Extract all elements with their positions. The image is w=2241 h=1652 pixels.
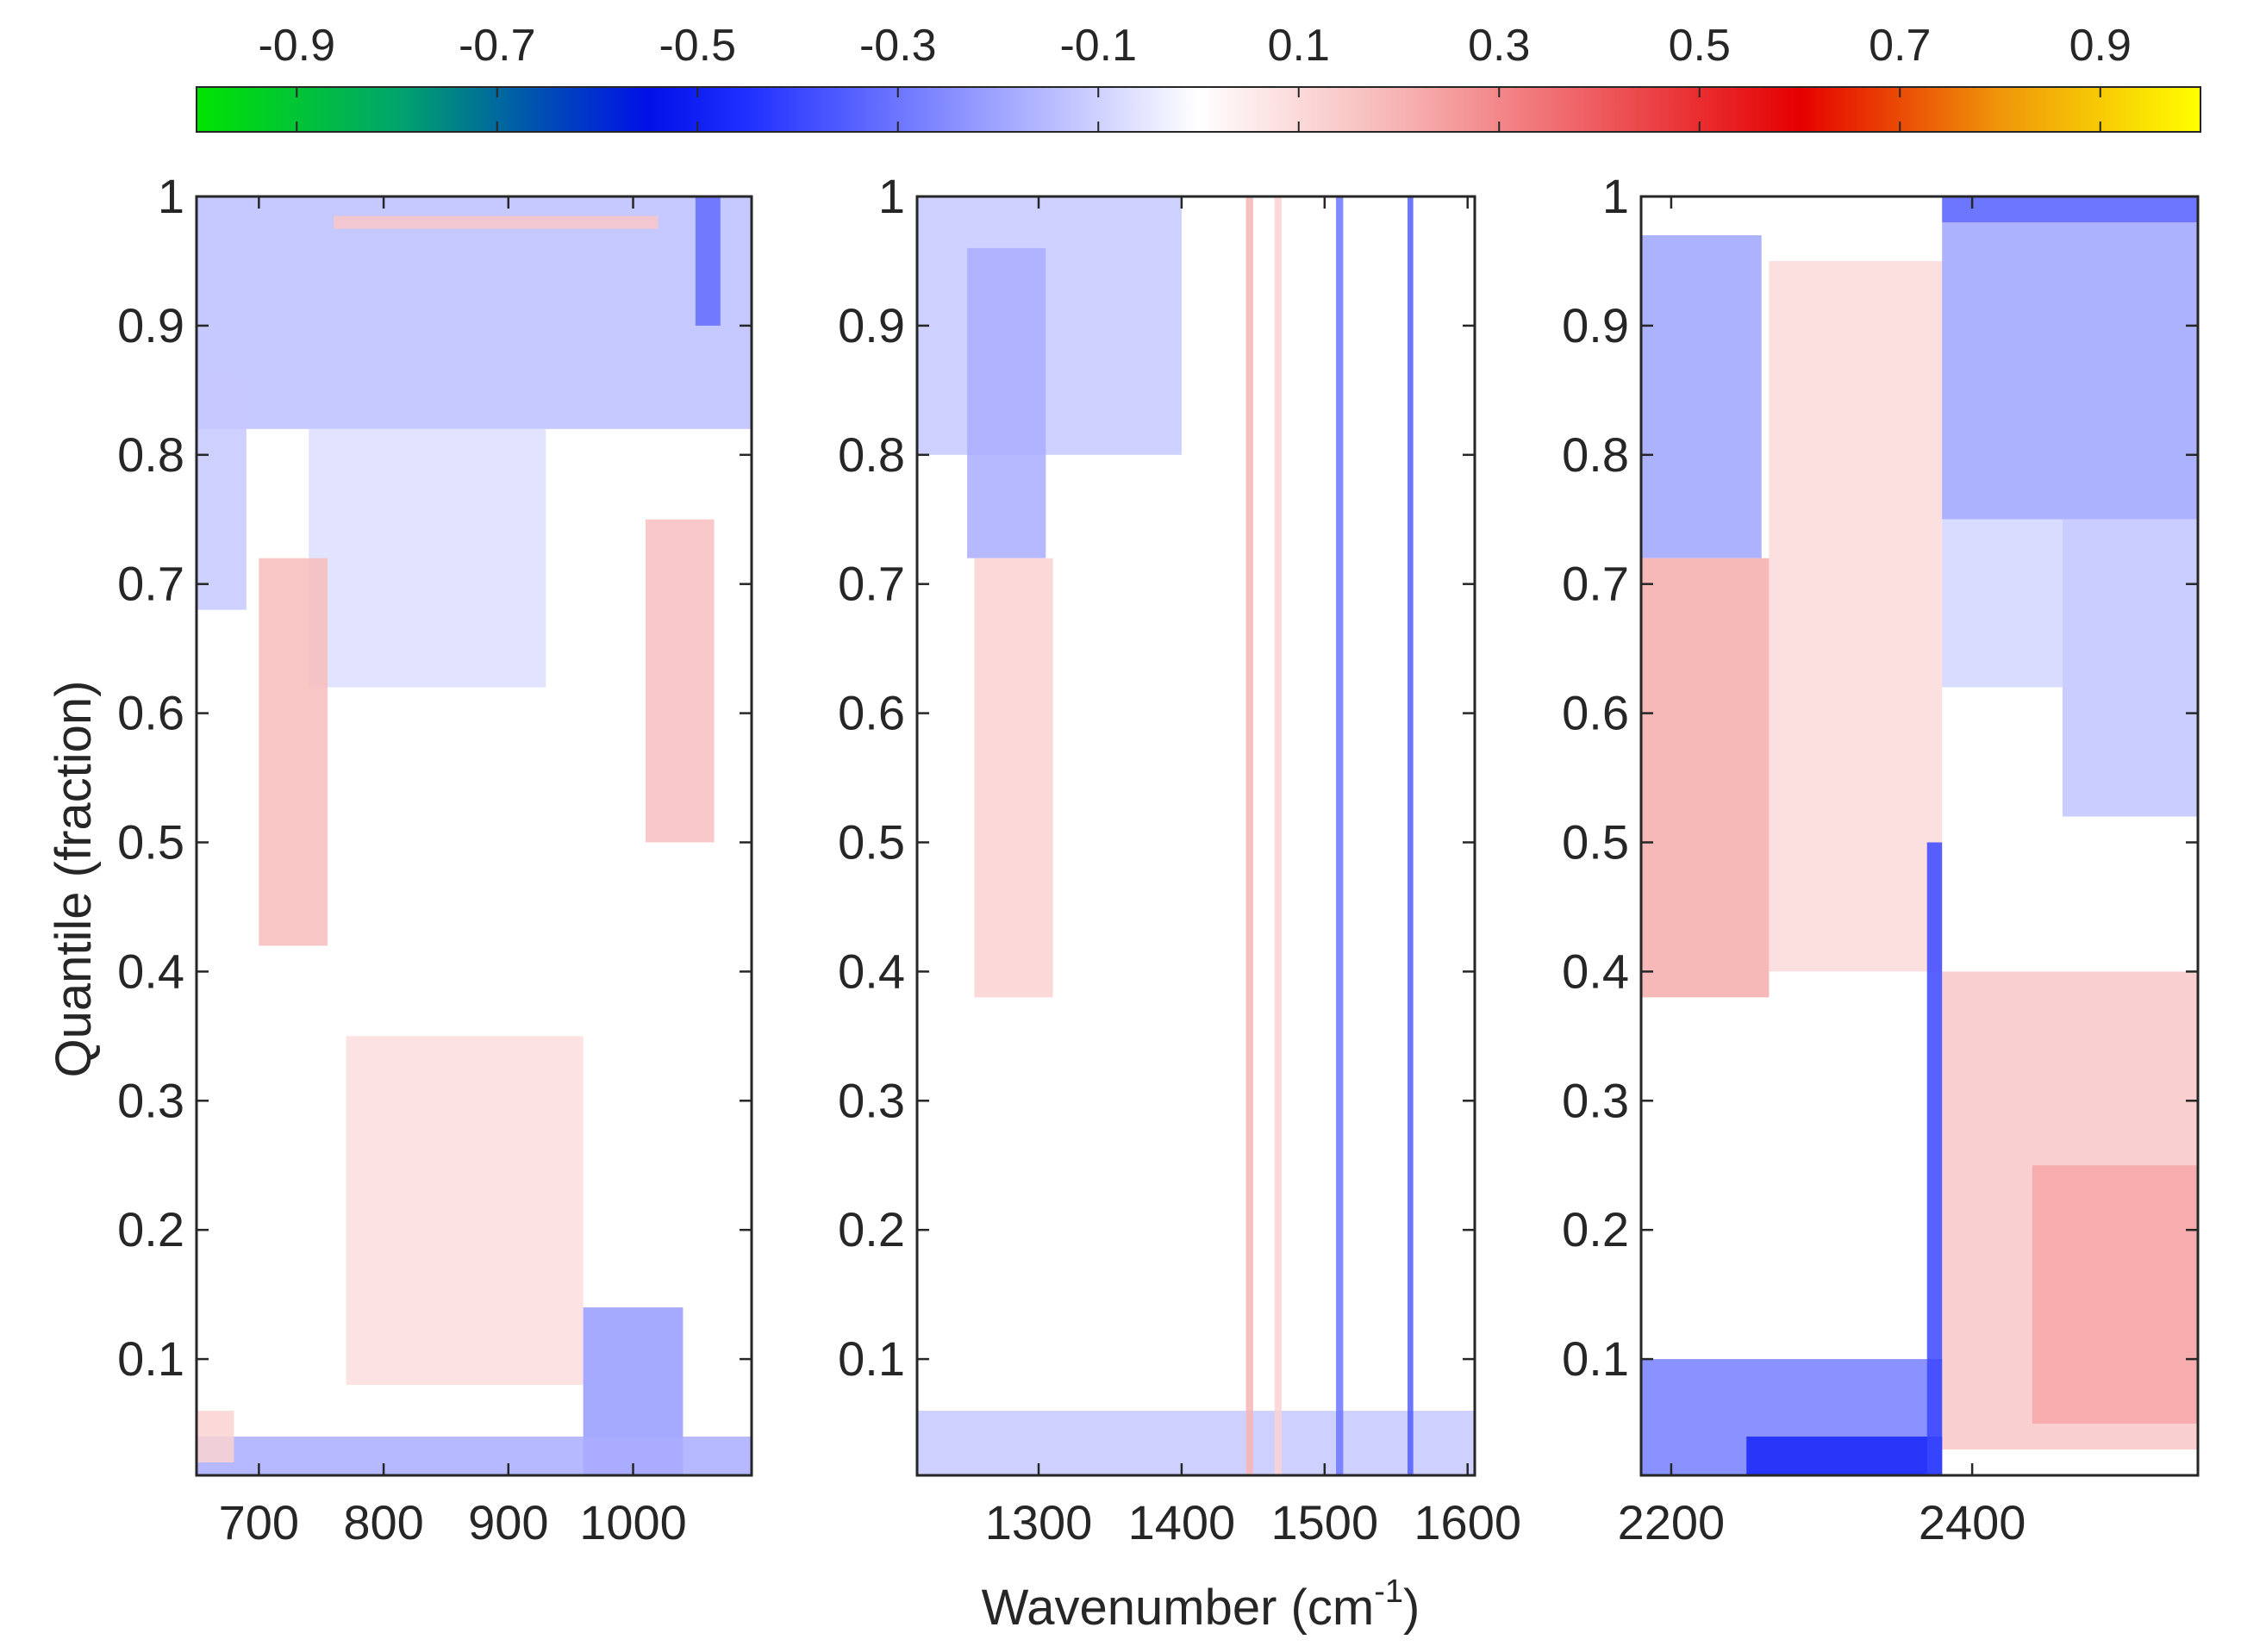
y-tick-label: 1 bbox=[1602, 169, 1629, 223]
heatmap-cell bbox=[1769, 260, 1943, 972]
colorbar-tick-label: -0.3 bbox=[859, 21, 937, 71]
y-tick-label: 0.1 bbox=[838, 1331, 905, 1386]
heatmap-cell bbox=[2062, 519, 2198, 817]
y-tick-label: 0.3 bbox=[838, 1073, 905, 1127]
panel-1: 0.1 0.2 0.3 0.4 0.5 0.6 0.7 0.8 0.9 1 700 800 900 100… bbox=[117, 169, 753, 1549]
y-tick-label: 0.7 bbox=[1562, 557, 1629, 611]
colorbar-tick-label: -0.9 bbox=[258, 21, 335, 71]
heatmap-cell bbox=[1641, 558, 1770, 998]
y-tick-label: 0.5 bbox=[117, 814, 184, 869]
y-tick-label: 0.4 bbox=[1562, 944, 1629, 998]
x-tick-label: 2200 bbox=[1618, 1495, 1726, 1549]
y-tick-label: 0.4 bbox=[838, 944, 905, 998]
y-tick-label: 0.8 bbox=[838, 427, 905, 482]
y-tick-label: 0.6 bbox=[838, 686, 905, 740]
colorbar-tick-label: 0.5 bbox=[1669, 21, 1731, 71]
x-axis-label-main: Wavenumber (cm bbox=[982, 1580, 1375, 1636]
x-tick-label: 800 bbox=[343, 1495, 423, 1549]
y-tick-label: 0.5 bbox=[1562, 814, 1629, 869]
x-tick-label: 1500 bbox=[1271, 1495, 1379, 1549]
heatmap-cell bbox=[1245, 196, 1253, 1475]
heatmap-cell bbox=[645, 519, 715, 843]
x-tick-label: 2400 bbox=[1919, 1495, 2026, 1549]
x-tick-label: 1400 bbox=[1128, 1495, 1236, 1549]
x-tick-label: 1000 bbox=[579, 1495, 687, 1549]
heatmap-cell bbox=[197, 1411, 234, 1463]
y-axis-label: Quantile (fraction) bbox=[46, 681, 102, 1078]
heatmap-cell bbox=[1942, 221, 2198, 520]
colorbar-tick-label: 0.9 bbox=[2069, 21, 2132, 71]
heatmap-cell bbox=[197, 196, 752, 429]
heatmap-panels: 0.1 0.2 0.3 0.4 0.5 0.6 0.7 0.8 0.9 1 700 800 900 100… bbox=[117, 169, 2200, 1549]
y-tick-label: 0.3 bbox=[1562, 1073, 1629, 1127]
heatmap-cells bbox=[917, 196, 1475, 1475]
heatmap-cell bbox=[1746, 1437, 1943, 1475]
y-tick-label: 0.7 bbox=[838, 557, 905, 611]
heatmap-cell bbox=[334, 215, 659, 229]
y-tick-label: 0.9 bbox=[117, 298, 184, 352]
y-tick-label: 0.6 bbox=[117, 686, 184, 740]
heatmap-cell bbox=[2032, 1165, 2198, 1424]
y-tick-label: 0.5 bbox=[838, 814, 905, 869]
y-tick-label: 0.8 bbox=[1562, 427, 1629, 482]
colorbar-tick-labels: -0.9 -0.7 -0.5 -0.3 -0.1 0.1 0.3 0.5 0.7 0.9 bbox=[258, 21, 2131, 71]
heatmap-cell bbox=[197, 1437, 752, 1475]
heatmap-cell bbox=[1942, 519, 2063, 688]
y-tick-label: 0.2 bbox=[838, 1202, 905, 1256]
y-tick-label: 0.4 bbox=[117, 944, 184, 998]
y-tick-label: 0.9 bbox=[1562, 298, 1629, 352]
heatmap-cell bbox=[1641, 234, 1762, 558]
x-axis-label-superscript: -1 bbox=[1374, 1574, 1403, 1610]
colorbar: -0.9 -0.7 -0.5 -0.3 -0.1 0.1 0.3 0.5 0.7 0.9 bbox=[196, 21, 2201, 133]
colorbar-tick-label: 0.7 bbox=[1869, 21, 1931, 71]
x-tick-label: 1300 bbox=[985, 1495, 1093, 1549]
y-tick-label: 0.6 bbox=[1562, 686, 1629, 740]
x-tick-label: 1600 bbox=[1414, 1495, 1521, 1549]
heatmap-cells bbox=[197, 196, 752, 1475]
y-tick-label: 0.7 bbox=[117, 557, 184, 611]
axes-frame bbox=[1639, 195, 2200, 1477]
y-tick-label: 0.8 bbox=[117, 427, 184, 482]
heatmap-cell bbox=[346, 1036, 584, 1386]
colorbar-tick-label: -0.7 bbox=[459, 21, 536, 71]
y-tick-label: 1 bbox=[878, 169, 905, 223]
heatmap-cell bbox=[967, 247, 1046, 558]
x-tick-label: 900 bbox=[468, 1495, 548, 1549]
heatmap-cell bbox=[917, 1411, 1475, 1475]
colorbar-tick-label: 0.1 bbox=[1268, 21, 1330, 71]
colorbar-gradient bbox=[196, 86, 2201, 133]
y-tick-label: 1 bbox=[158, 169, 184, 223]
panel-2: 0.1 0.2 0.3 0.4 0.5 0.6 0.7 0.8 0.9 1 1300 1400 1500… bbox=[838, 169, 1521, 1549]
heatmap-cell bbox=[1274, 196, 1283, 1475]
heatmap-cell bbox=[695, 196, 721, 326]
colorbar-tick-label: -0.5 bbox=[659, 21, 736, 71]
y-tick-label: 0.3 bbox=[117, 1073, 184, 1127]
y-tick-label: 0.9 bbox=[838, 298, 905, 352]
axes-frame bbox=[915, 195, 1476, 1477]
colorbar-ticks bbox=[296, 87, 2101, 132]
y-tick-label: 0.2 bbox=[117, 1202, 184, 1256]
y-tick-label: 0.1 bbox=[1562, 1331, 1629, 1386]
heatmap-cells bbox=[1641, 196, 2198, 1475]
heatmap-cell bbox=[917, 196, 1182, 455]
heatmap-cell bbox=[1408, 196, 1414, 1475]
heatmap-cell bbox=[1926, 842, 1943, 1475]
x-tick-label: 700 bbox=[219, 1495, 299, 1549]
colorbar-tick-label: 0.3 bbox=[1468, 21, 1530, 71]
axes-frame bbox=[195, 195, 753, 1477]
x-axis-label: Wavenumber (cm-1) bbox=[982, 1574, 1420, 1636]
y-tick-label: 0.2 bbox=[1562, 1202, 1629, 1256]
heatmap-cell bbox=[1942, 196, 2198, 222]
x-axis-label-close: ) bbox=[1403, 1580, 1420, 1636]
heatmap-cell bbox=[259, 558, 328, 946]
heatmap-cell bbox=[974, 558, 1053, 998]
heatmap-cell bbox=[1336, 196, 1344, 1475]
panel-3: 0.1 0.2 0.3 0.4 0.5 0.6 0.7 0.8 0.9 1 2200 2400 bbox=[1562, 169, 2200, 1549]
heatmap-cell bbox=[197, 377, 247, 610]
y-tick-label: 0.1 bbox=[117, 1331, 184, 1386]
colorbar-tick-label: -0.1 bbox=[1059, 21, 1137, 71]
heatmap-cell bbox=[309, 428, 546, 688]
